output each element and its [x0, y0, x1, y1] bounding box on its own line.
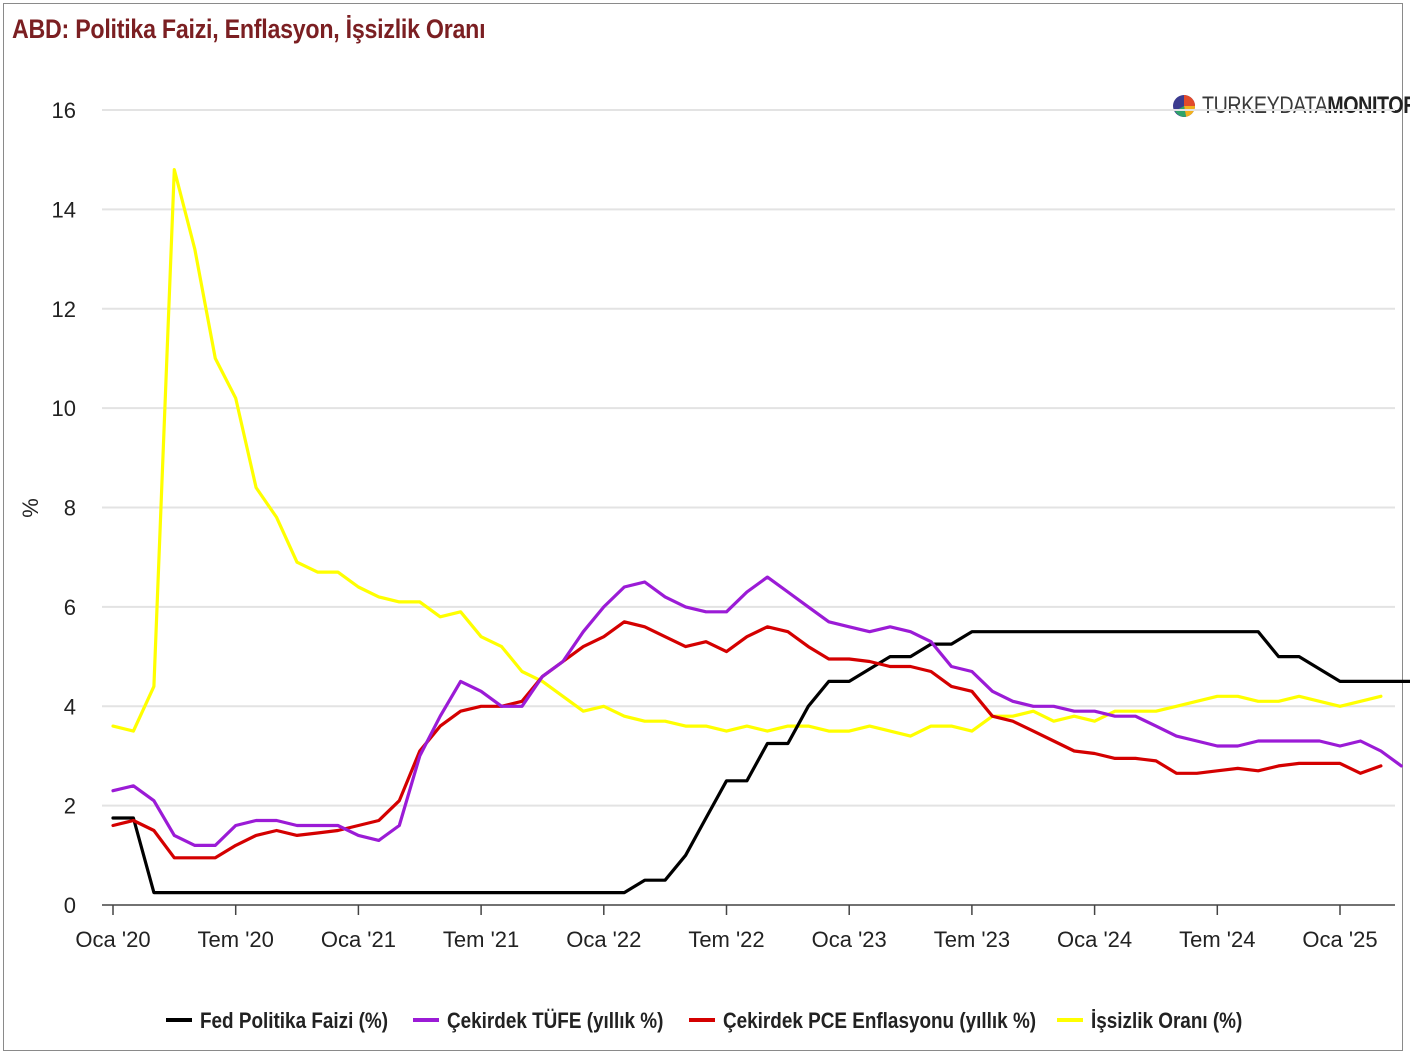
series-lines: [111, 168, 1410, 895]
series-line-2: [111, 620, 1383, 860]
y-tick-label: 8: [64, 496, 76, 521]
y-tick-label: 16: [52, 98, 76, 123]
legend-label: İşsizlik Oranı (%): [1091, 1009, 1242, 1034]
series-line-1: [111, 575, 1403, 848]
y-tick-label: 10: [52, 396, 76, 421]
x-tick-label: Tem '23: [934, 927, 1010, 952]
brand-logo: TURKEYDATAMONITOR: [1172, 90, 1410, 122]
x-axis: Oca '20 Tem '20 Oca '21 Tem '21 Oca '22 Tem '…: [75, 904, 1395, 952]
y-tick-label: 4: [64, 694, 76, 719]
x-tick-label: Tem '22: [688, 927, 764, 952]
y-tick-label: 6: [64, 595, 76, 620]
legend-item-1[interactable]: Çekirdek TÜFE (yıllık %): [413, 1009, 663, 1034]
x-tick-label: Tem '21: [443, 927, 519, 952]
logo-wordmark: TURKEYDATAMONITOR: [1202, 92, 1410, 120]
logo-text-bold: MONITOR: [1327, 92, 1410, 119]
pie-logo-icon: [1173, 95, 1195, 117]
gridlines: [102, 109, 1395, 807]
x-tick-label: Tem '24: [1179, 927, 1255, 952]
y-tick-label: 2: [64, 794, 76, 819]
y-axis-ticks: 0 2 4 6 8 10 12 14 16: [52, 98, 76, 918]
y-tick-label: 14: [52, 197, 76, 222]
x-tick-label: Tem '20: [198, 927, 274, 952]
legend-item-2[interactable]: Çekirdek PCE Enflasyonu (yıllık %): [689, 1009, 1036, 1034]
x-tick-label: Oca '24: [1057, 927, 1132, 952]
legend-label: Çekirdek TÜFE (yıllık %): [447, 1009, 663, 1034]
legend[interactable]: Fed Politika Faizi (%) Çekirdek TÜFE (yıl…: [166, 1009, 1242, 1034]
chart-frame: [3, 3, 1403, 1051]
legend-label: Fed Politika Faizi (%): [200, 1009, 388, 1034]
series-line-3: [111, 168, 1383, 738]
series-line-0: [111, 630, 1410, 895]
y-tick-label: 12: [52, 297, 76, 322]
legend-item-0[interactable]: Fed Politika Faizi (%): [166, 1009, 388, 1034]
y-axis-label: %: [18, 498, 43, 518]
legend-label: Çekirdek PCE Enflasyonu (yıllık %): [723, 1009, 1036, 1034]
y-tick-label: 0: [64, 893, 76, 918]
x-tick-label: Oca '21: [321, 927, 396, 952]
x-tick-label: Oca '22: [566, 927, 641, 952]
logo-text-light: TURKEYDATA: [1202, 92, 1328, 119]
x-tick-label: Oca '20: [75, 927, 150, 952]
legend-item-3[interactable]: İşsizlik Oranı (%): [1057, 1009, 1242, 1034]
chart-title: ABD: Politika Faizi, Enflasyon, İşsizlik…: [12, 14, 486, 44]
x-tick-label: Oca '23: [812, 927, 887, 952]
x-tick-label: Oca '25: [1302, 927, 1377, 952]
